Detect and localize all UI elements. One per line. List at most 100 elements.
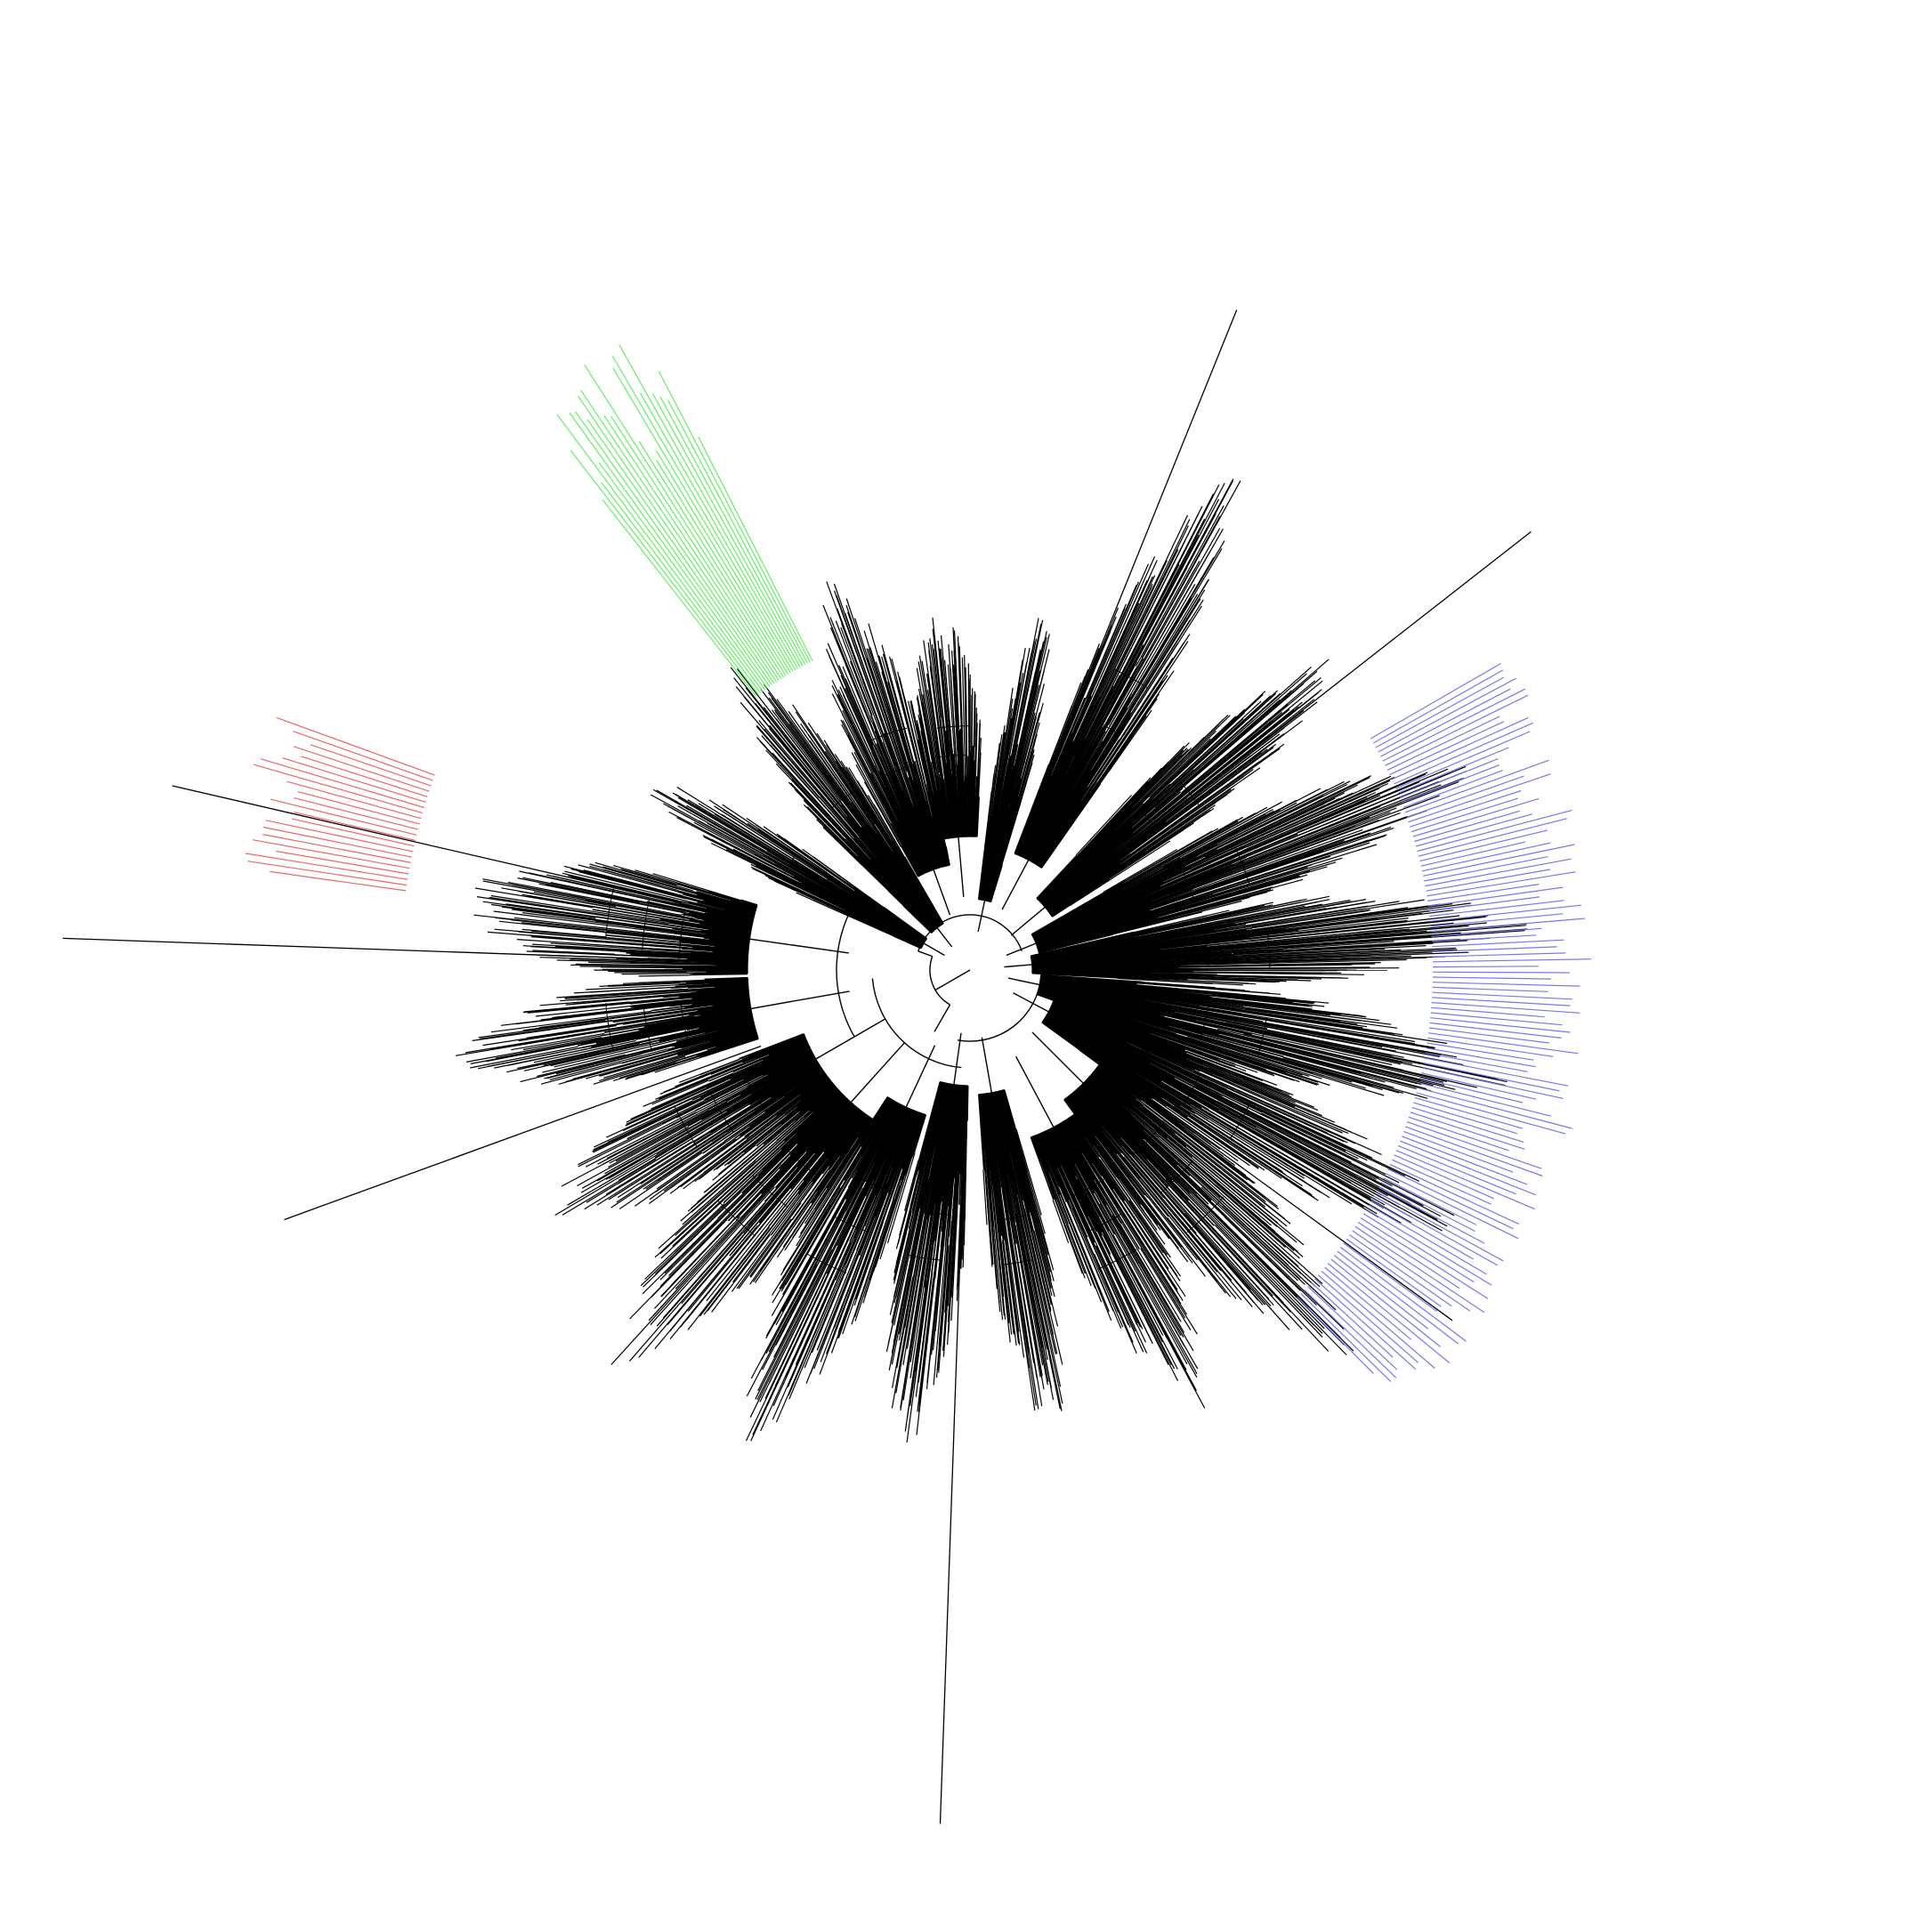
leaf-branch [1137, 1029, 1235, 1065]
leaf-branch [711, 1234, 771, 1313]
leaf-branch [513, 917, 709, 941]
clade-19 [1006, 765, 1467, 957]
leaf-branch [837, 689, 875, 766]
leaf-branch [861, 786, 926, 895]
leaf-branch [1282, 1057, 1428, 1099]
leaf-branch [960, 1176, 965, 1269]
leaf-branch [836, 640, 892, 775]
clade-9 [554, 1018, 886, 1217]
branch [679, 978, 748, 983]
leaf-branch [1113, 947, 1457, 965]
branch [758, 1106, 857, 1224]
branch [678, 980, 748, 985]
leaf-branch [904, 1176, 934, 1341]
leaf-branch [578, 1117, 676, 1168]
leaf-branch [950, 668, 958, 760]
long-branches [62, 310, 1532, 1824]
root-arc [957, 945, 1042, 1042]
leaf-branch [926, 1231, 944, 1383]
leaf-branch [1180, 957, 1427, 966]
branch [990, 864, 1003, 902]
leaf-branch [1013, 1168, 1050, 1335]
highlighted-clades [245, 344, 1592, 1382]
branch [747, 1061, 819, 1104]
branch [704, 1038, 759, 1057]
highlighted-leaf [1380, 1182, 1475, 1233]
highlighted-leaf [1376, 1191, 1504, 1262]
branch [743, 1047, 811, 1080]
clade-5 [730, 667, 953, 948]
leaf-branch [1165, 690, 1279, 793]
highlighted-leaf [1395, 731, 1531, 789]
subclade-arc [819, 877, 829, 894]
highlighted-leaf [586, 418, 772, 686]
leaf-branch [998, 1224, 1011, 1318]
leaf-branch [889, 1228, 911, 1315]
branch [612, 1001, 750, 1023]
leaf-branch [1144, 1103, 1280, 1210]
leaf-branch [1186, 1050, 1278, 1086]
leaf-branch [768, 877, 891, 934]
subclade-arc [642, 898, 651, 950]
branch [823, 1107, 859, 1150]
leaf-branch [919, 693, 933, 759]
branch [796, 1079, 831, 1108]
subclade-arc [880, 862, 897, 877]
leaf-branch [1006, 672, 1024, 764]
leaf-branch [572, 1048, 683, 1080]
leaf-branch [1199, 727, 1285, 794]
leaf-branch [898, 1213, 925, 1341]
leaf-branch [1155, 832, 1371, 908]
leaf-branch [1107, 999, 1401, 1065]
leaf-branch [1284, 1138, 1448, 1227]
subclade-arc [881, 764, 914, 777]
highlighted-leaf [1385, 1173, 1519, 1240]
leaf-branch [505, 903, 701, 933]
leaf-branch [1103, 708, 1290, 862]
leaf-branch [990, 742, 1000, 807]
leaf-branch [1001, 1241, 1015, 1334]
leaf-branch [687, 1223, 761, 1312]
highlighted-leaf [1327, 1263, 1451, 1364]
leaf-branch [723, 818, 829, 885]
leaf-branch [1120, 493, 1215, 676]
leaf-branch [605, 1141, 693, 1195]
subclade-arc [1081, 947, 1085, 966]
branch [681, 1027, 756, 1049]
subclade-arc [1074, 913, 1083, 931]
leaf-branch [845, 604, 893, 742]
branch [686, 971, 748, 974]
leaf-branch [1165, 1178, 1291, 1313]
leaf-branch [638, 974, 690, 977]
highlighted-leaf [1432, 958, 1592, 963]
leaf-branch [676, 817, 779, 871]
subclade-arc [997, 1170, 1020, 1176]
subclade-arc [906, 837, 930, 848]
branch [669, 996, 749, 1007]
branch [640, 901, 753, 926]
branch [646, 901, 753, 926]
leaf-branch [1195, 1193, 1354, 1352]
clade-stem [1013, 992, 1049, 1013]
leaf-branch [1200, 1107, 1378, 1215]
branch [747, 1103, 854, 1226]
leaf-branch [1120, 1195, 1169, 1270]
leaf-branch [1217, 974, 1343, 979]
leaf-branch [1162, 775, 1392, 882]
highlighted-leaf [1393, 722, 1533, 785]
leaf-branch [940, 649, 950, 750]
leaf-branch [846, 770, 897, 851]
leaf-branch [682, 1140, 778, 1225]
leaf-branch [1099, 514, 1189, 699]
highlighted-leaf [698, 436, 813, 661]
leaf-branch [626, 1074, 757, 1140]
leaf-branch [1031, 1196, 1049, 1256]
leaf-branch [1273, 1033, 1413, 1064]
highlighted-leaf [1410, 1112, 1525, 1150]
leaf-branch [1121, 1152, 1222, 1272]
highlighted-leaf [1324, 1266, 1411, 1340]
leaf-branch [1281, 1026, 1431, 1055]
leaf-branch [842, 666, 901, 804]
branch [917, 1081, 942, 1161]
leaf-branch [1168, 712, 1246, 784]
